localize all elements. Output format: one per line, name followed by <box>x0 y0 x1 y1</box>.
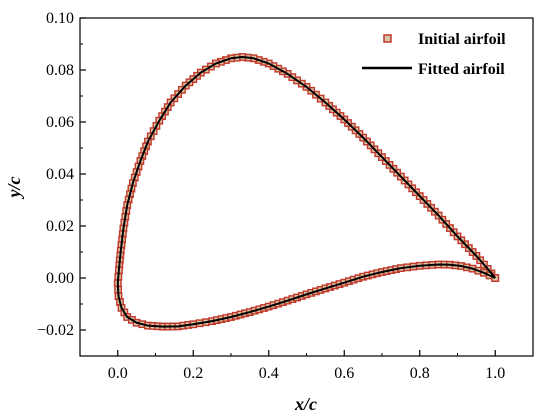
x-tick-label: 0.8 <box>410 365 430 382</box>
series-layer <box>113 53 500 331</box>
x-tick-label: 0.6 <box>334 365 354 382</box>
x-tick-label: 0.0 <box>108 365 128 382</box>
legend-marker-initial-airfoil <box>383 34 392 43</box>
x-tick-label: 0.2 <box>183 365 203 382</box>
y-tick-label: 0.02 <box>46 218 74 235</box>
y-tick-label: 0.08 <box>46 62 74 79</box>
y-tick-label: 0.10 <box>46 10 74 27</box>
y-tick-label: −0.02 <box>37 322 74 339</box>
x-axis-ticks: 0.0 0.2 0.4 0.6 0.8 1.0 <box>79 350 505 382</box>
legend: Initial airfoil Fitted airfoil <box>362 31 506 78</box>
y-axis-ticks: −0.02 0.00 0.02 0.04 0.06 0.08 0.10 <box>37 10 86 357</box>
legend-label-initial-airfoil: Initial airfoil <box>418 31 506 48</box>
x-axis-title: x/c <box>294 394 317 414</box>
fitted-airfoil-line <box>116 56 497 328</box>
y-tick-label: 0.00 <box>46 270 74 287</box>
x-tick-label: 1.0 <box>485 365 505 382</box>
y-tick-label: 0.04 <box>46 166 74 183</box>
legend-label-fitted-airfoil: Fitted airfoil <box>418 61 505 78</box>
y-axis-title: y/c <box>4 177 24 200</box>
y-tick-label: 0.06 <box>46 114 74 131</box>
x-tick-label: 0.4 <box>259 365 279 382</box>
